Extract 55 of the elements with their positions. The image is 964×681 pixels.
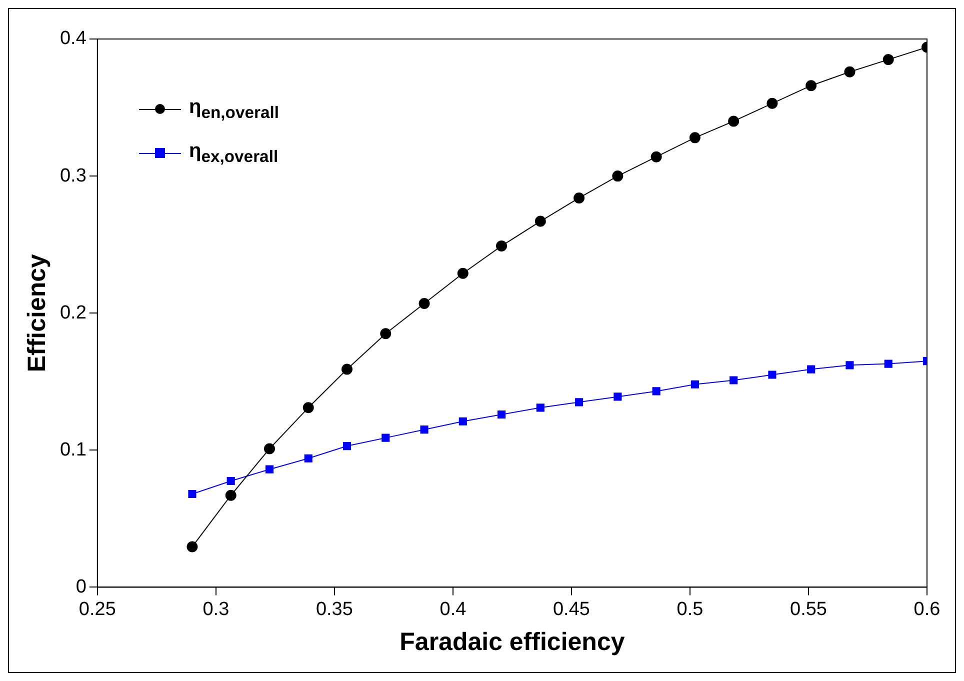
point [342,442,352,450]
x-tick-label: 0.4 [440,598,467,620]
point [536,404,544,412]
point [766,98,778,109]
point [614,392,622,401]
point [534,216,546,227]
y-tick-label: 0 [76,576,86,598]
x-tick-label: 0.5 [676,598,704,620]
y-tick-label: 0.2 [60,302,86,324]
x-axis-title: Faradaic efficiency [400,628,625,656]
x-tick-label: 0.25 [78,598,116,620]
x-tick-label: 0.6 [914,598,940,620]
point [728,116,740,127]
point [188,490,196,498]
point [807,365,816,374]
point [342,364,352,375]
x-tick-label: 0.45 [552,598,590,620]
x-tick-label: 0.3 [202,598,230,620]
y-tick-label: 0.3 [60,165,86,186]
point [457,268,468,279]
point [884,360,892,368]
point [304,454,312,462]
point [652,387,660,396]
point [768,370,776,379]
legend-label: η$_{en,overall}$ [189,96,279,122]
point [650,151,662,162]
y-tick-label: 0.1 [60,439,86,460]
point [612,170,624,182]
point [844,66,856,78]
point [226,476,235,486]
x-tick-label: 0.55 [790,598,827,620]
point [225,490,236,501]
point [265,465,274,474]
point [730,376,738,384]
y-tick-label: 0.4 [60,28,87,50]
point [575,398,584,406]
point [846,361,854,370]
point [264,443,275,454]
y-axis-title: Efficiency [22,254,51,372]
point [498,410,506,419]
point [806,80,817,92]
point [380,328,392,340]
point [420,426,428,434]
x-tick-label: 0.35 [316,598,353,620]
point [882,54,894,66]
point [186,541,198,552]
point [382,434,390,442]
point [689,132,700,144]
point [690,380,699,388]
point [418,298,430,310]
point [496,240,508,252]
point [302,402,314,414]
point [458,417,467,426]
point [574,192,585,204]
legend-label: η$_{ex,overall}$ [189,140,278,166]
